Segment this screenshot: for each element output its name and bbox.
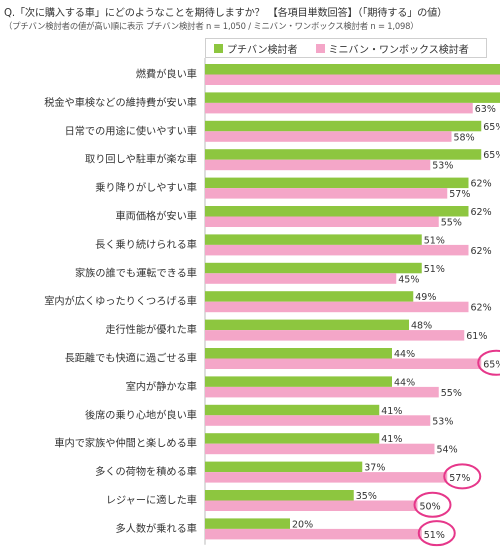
bar-series2 (205, 273, 397, 284)
highlight-circle (417, 520, 456, 547)
bar-series2 (205, 500, 418, 511)
data-label-series2: 45% (398, 274, 419, 285)
data-label-series2: 57% (449, 473, 470, 484)
data-label-series1: 41% (381, 406, 402, 417)
data-label-series2: 65% (483, 360, 500, 371)
data-label-series2: 58% (454, 132, 475, 143)
highlight-circle (413, 491, 452, 518)
bar-series1 (205, 404, 380, 416)
bar-series1 (205, 120, 482, 132)
highlight-circle (443, 463, 482, 490)
category-label: 室内が静かな車 (126, 380, 197, 393)
bar-series1 (205, 234, 422, 245)
chart-subtitle: （プチバン検討者の値が高い順に表示 プチバン検討者 n = 1,050 / ミニ… (4, 21, 419, 31)
bar-series2 (205, 358, 482, 369)
category-label: レジャーに適した車 (106, 494, 197, 507)
legend-item-series2: ミニバン・ワンボックス検討者 (315, 41, 469, 56)
data-label-series2: 61% (466, 331, 487, 342)
bar-series1 (205, 348, 392, 359)
category-label: 後席の乗り心地が良い車 (85, 408, 197, 421)
bar-series1 (205, 461, 363, 473)
data-label-series1: 44% (394, 377, 415, 388)
data-label-series1: 65% (483, 122, 500, 133)
category-label: 車内で家族や仲間と楽しめる車 (54, 437, 197, 450)
data-label-series1: 37% (364, 463, 385, 474)
bar-series2 (205, 159, 431, 171)
bar-series2 (205, 102, 473, 114)
bar-series2 (205, 301, 469, 313)
data-label-series1: 51% (424, 235, 445, 246)
bar-series1 (205, 92, 500, 103)
data-label-series2: 53% (432, 161, 453, 172)
bar-series1 (205, 433, 380, 444)
category-label: 走行性能が優れた車 (105, 323, 197, 336)
data-label-series2: 57% (449, 189, 470, 200)
bar-series1 (205, 177, 469, 189)
bar-series2 (205, 386, 439, 398)
bar-series2 (205, 528, 422, 540)
category-label: 多くの荷物を積める車 (95, 465, 197, 478)
bar-series1 (205, 206, 469, 217)
bar-series1 (205, 490, 354, 501)
category-label: 車両価格が安い車 (116, 210, 198, 223)
data-label-series1: 65% (483, 150, 500, 161)
bar-series2 (205, 244, 469, 256)
data-label-series2: 55% (441, 388, 462, 399)
bar-series2 (205, 216, 439, 227)
data-label-series2: 53% (432, 416, 453, 427)
category-label: 多人数が乗れる車 (116, 522, 198, 535)
data-label-series2: 54% (437, 445, 458, 456)
data-label-series2: 63% (475, 104, 496, 115)
category-label: 日常での用途に使いやすい車 (65, 124, 197, 137)
category-label: 長距離でも快適に過ごせる車 (65, 352, 197, 365)
bar-series2 (205, 443, 435, 455)
bar-series1 (205, 262, 422, 274)
data-label-series2: 51% (424, 530, 445, 541)
legend-swatch-series1 (214, 43, 223, 53)
data-label-series2: 50% (420, 502, 441, 513)
legend-item-series1: プチバン検討者 (214, 41, 298, 56)
bar-series1 (205, 376, 392, 387)
data-label-series1: 35% (356, 491, 377, 502)
data-label-series1: 48% (411, 321, 432, 332)
chart-title: Q.「次に購入する車」にどのようなことを期待しますか？ 【各項目単数回答】（「期… (4, 8, 448, 19)
legend: プチバン検討者 ミニバン・ワンボックス検討者 (205, 38, 487, 58)
category-label: 税金や車検などの維持費が安い車 (44, 96, 197, 109)
bar-series2 (205, 472, 448, 483)
bar-series2 (205, 188, 448, 199)
data-label-series2: 55% (441, 218, 462, 229)
bar-series2 (205, 74, 500, 85)
category-label: 燃費が良い車 (136, 68, 197, 81)
data-label-series1: 49% (415, 292, 436, 303)
bar-series2 (205, 131, 452, 142)
data-label-series1: 41% (381, 434, 402, 445)
legend-swatch-series2 (315, 43, 325, 53)
category-label: 家族の誰でも運転できる車 (75, 266, 197, 279)
data-label-series1: 20% (292, 519, 313, 530)
bar-series1 (205, 64, 500, 75)
data-label-series1: 51% (424, 264, 445, 275)
data-label-series1: 62% (471, 179, 492, 190)
bar-series1 (205, 518, 290, 529)
bar-series1 (205, 291, 414, 302)
bar-series2 (205, 330, 465, 341)
data-label-series1: 44% (394, 349, 415, 360)
category-label: 室内が広くゆったりくつろげる車 (44, 295, 197, 308)
category-label: 取り回しや駐車が楽な車 (85, 153, 197, 166)
legend-label-series1: プチバン検討者 (227, 44, 298, 56)
data-label-series2: 62% (471, 246, 492, 257)
category-label: 乗り降りがしやすい車 (95, 181, 197, 194)
category-label: 長く乗り続けられる車 (95, 238, 197, 251)
data-label-series1: 62% (471, 207, 492, 218)
legend-label-series2: ミニバン・ワンボックス検討者 (328, 44, 469, 56)
bar-series1 (205, 319, 409, 331)
data-label-series2: 62% (471, 303, 492, 314)
bar-series2 (205, 415, 431, 426)
bar-series1 (205, 149, 482, 160)
highlight-circle (477, 349, 500, 376)
